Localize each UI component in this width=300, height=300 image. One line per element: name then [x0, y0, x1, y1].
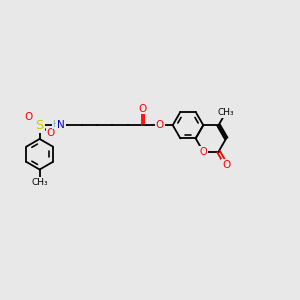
Text: O: O — [24, 112, 33, 122]
Text: O: O — [222, 160, 230, 170]
Text: O: O — [200, 147, 207, 157]
Text: O: O — [46, 128, 55, 138]
Text: H: H — [52, 120, 59, 129]
Text: CH₃: CH₃ — [218, 108, 234, 117]
Text: O: O — [156, 120, 164, 130]
Text: S: S — [35, 119, 44, 132]
Text: CH₃: CH₃ — [31, 178, 48, 187]
Text: N: N — [57, 120, 65, 130]
Text: O: O — [139, 103, 147, 114]
